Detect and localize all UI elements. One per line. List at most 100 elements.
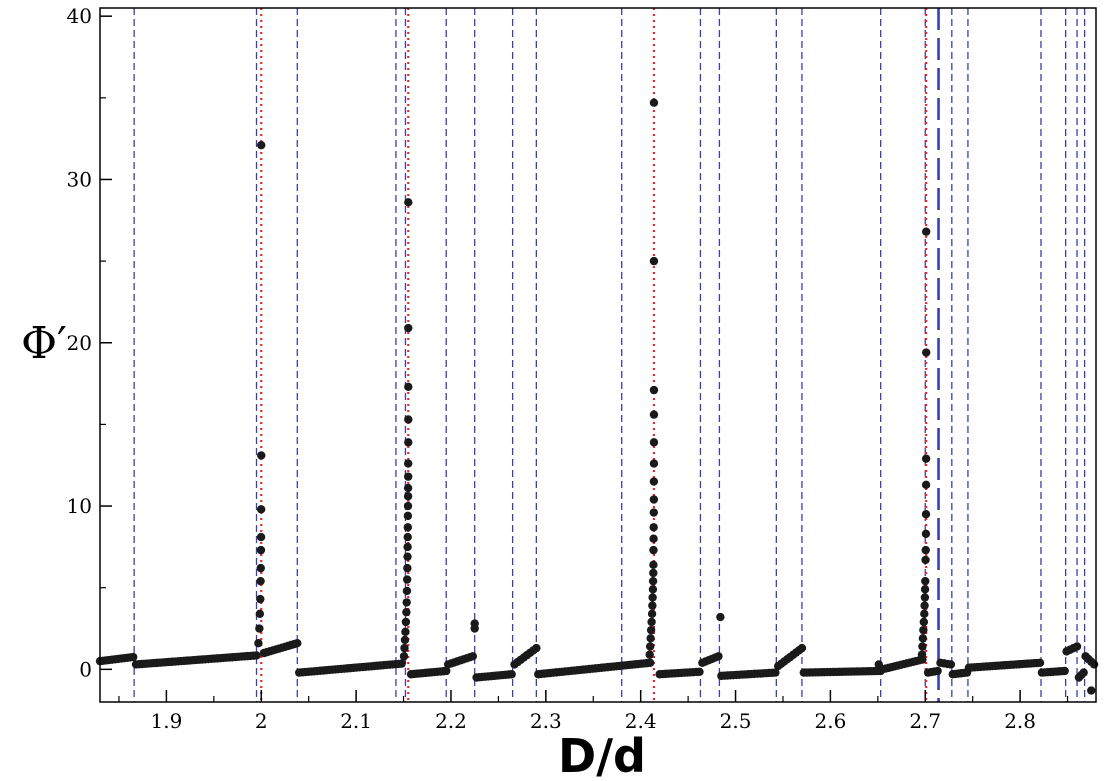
data-point: [646, 625, 656, 635]
y-tick-label: 20: [67, 331, 92, 355]
data-point: [404, 382, 413, 392]
data-point: [771, 668, 780, 677]
data-point: [403, 542, 412, 552]
data-point: [256, 545, 266, 555]
data-point: [649, 256, 659, 266]
data-point: [648, 576, 658, 586]
x-tick-label: 2.8: [1004, 709, 1036, 733]
data-point: [403, 459, 413, 468]
data-point: [716, 612, 725, 622]
x-tick-label: 2.2: [435, 709, 467, 733]
data-point: [921, 545, 930, 555]
data-point: [921, 480, 931, 490]
data-point: [468, 652, 477, 661]
y-tick-label: 40: [67, 4, 92, 28]
data-point: [404, 438, 413, 447]
data-point: [645, 650, 654, 659]
data-point: [397, 659, 406, 668]
data-point: [1072, 642, 1082, 651]
data-point: [933, 666, 942, 676]
data-point: [649, 568, 658, 578]
data-point: [921, 555, 930, 565]
data-point: [1079, 668, 1088, 677]
data-point: [256, 532, 266, 542]
data-point: [1035, 658, 1045, 668]
data-point: [404, 323, 413, 333]
data-point: [920, 585, 930, 594]
x-tick-label: 2: [255, 709, 268, 733]
data-point: [507, 670, 516, 679]
data-point: [920, 601, 929, 610]
data-point: [255, 624, 264, 633]
data-point: [646, 634, 655, 643]
data-point: [921, 529, 931, 539]
axis-ticks: 1.9 2 2.1 2.2 2.3 2.4 2.5 2.6 2.7 2.8 0 10 20 30 40: [67, 4, 1069, 733]
data-point: [403, 501, 413, 511]
data-point: [922, 348, 931, 357]
data-point: [649, 545, 658, 555]
data-point: [648, 601, 657, 610]
data-point: [402, 586, 412, 596]
data-points: [95, 98, 1099, 695]
data-point: [874, 660, 883, 669]
data-point: [645, 642, 655, 651]
data-point: [921, 576, 930, 586]
data-point: [647, 617, 656, 627]
data-point: [1060, 666, 1069, 676]
x-axis-label: D/d: [558, 729, 646, 781]
data-point: [470, 619, 479, 628]
data-point: [946, 660, 956, 669]
data-point: [255, 609, 265, 619]
x-tick-label: 2.4: [625, 709, 657, 733]
x-tick-label: 2.5: [720, 709, 752, 733]
data-point: [649, 98, 659, 107]
x-tick-label: 1.9: [150, 709, 182, 733]
data-point: [400, 643, 409, 653]
data-point: [403, 563, 412, 573]
data-point: [645, 658, 655, 668]
data-point: [401, 617, 411, 627]
data-point: [403, 511, 413, 521]
x-tick-label: 2.3: [530, 709, 562, 733]
data-point: [256, 594, 265, 604]
data-point: [649, 508, 658, 517]
data-point: [919, 617, 929, 627]
data-point: [256, 576, 265, 586]
y-tick-label: 30: [67, 167, 92, 191]
data-point: [1087, 686, 1096, 695]
data-point: [695, 667, 704, 676]
y-axis-label: Φ′: [21, 318, 67, 369]
data-point: [402, 575, 412, 584]
data-point: [647, 609, 657, 619]
x-tick-label: 2.6: [814, 709, 846, 733]
data-point: [917, 650, 927, 659]
data-point: [257, 451, 266, 460]
data-point: [649, 534, 658, 543]
data-point: [532, 643, 541, 653]
data-point: [921, 454, 931, 463]
x-tick-label: 2.1: [340, 709, 372, 733]
data-point: [1089, 660, 1099, 669]
data-point: [402, 598, 411, 607]
data-point: [403, 492, 413, 501]
y-tick-label: 0: [79, 657, 92, 681]
data-point: [922, 227, 931, 236]
data-point: [129, 652, 138, 662]
data-point: [714, 652, 723, 661]
data-point: [649, 410, 659, 419]
data-point: [921, 510, 931, 519]
x-tick-label: 2.7: [909, 709, 941, 733]
data-point: [918, 642, 927, 651]
data-point: [257, 140, 266, 150]
data-point: [648, 593, 657, 602]
data-point: [404, 415, 413, 424]
data-point: [648, 585, 658, 594]
data-point: [797, 643, 807, 653]
data-point: [403, 552, 412, 561]
y-tick-label: 10: [67, 494, 92, 518]
data-point: [920, 593, 930, 602]
data-point: [649, 385, 659, 395]
data-point: [649, 560, 658, 570]
data-point: [649, 459, 659, 468]
